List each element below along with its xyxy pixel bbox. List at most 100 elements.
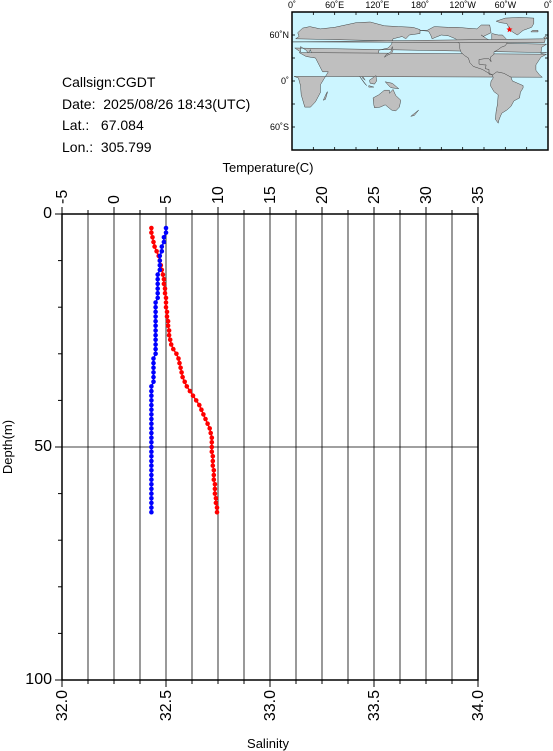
map-longitude-label: 180˚ [411,0,429,10]
salinity-point [149,384,154,389]
temperature-point [177,360,182,366]
station-marker-icon [506,26,513,33]
land-mass-12 [530,30,539,33]
salinity-point [157,267,163,273]
salinity-point [155,276,160,282]
salinity-point [151,374,156,380]
salinity-point [149,486,154,492]
temperature-point [212,491,218,496]
temperature-point [161,276,167,282]
salinity-point [153,314,158,319]
map-longitude-label: 60˚E [325,0,344,10]
temperature-point [165,323,171,329]
temperature-point [162,290,168,296]
temperature-tick-label: 0 [106,195,123,204]
temperature-point [211,472,217,478]
land-mass-11 [292,36,548,43]
salinity-point [149,468,154,473]
salinity-point [149,444,154,450]
temperature-tick-label: 35 [470,186,487,204]
temperature-point [167,337,173,343]
salinity-point [149,482,154,487]
temperature-point [199,407,204,413]
salinity-point [153,337,158,343]
land-mass-13 [322,90,329,101]
lon-value: 305.799 [100,138,152,155]
salinity-point [149,454,154,459]
salinity-point [149,402,154,408]
salinity-point [159,249,165,254]
map-longitude-label: 60˚W [495,0,517,10]
salinity-point [149,393,154,399]
salinity-point [157,258,163,263]
temperature-point [150,235,155,240]
temperature-point [163,300,169,305]
map-latitude-label: 60˚S [270,122,289,132]
temperature-point [193,398,199,403]
temperature-point [154,249,159,254]
depth-tick-label: 100 [25,671,52,688]
temperature-point [168,342,174,347]
salinity-point [149,449,154,455]
temperature-point [151,239,156,245]
salinity-point [155,281,160,287]
land-mass-6 [359,76,367,86]
salinity-tick-label: 33.0 [262,690,279,721]
date-value: 2025/08/26 18:43(UTC) [103,95,251,112]
salinity-point [159,244,165,249]
salinity-point [151,356,156,361]
lat-label: Lat.: [62,117,90,133]
land-mass-2 [419,24,509,76]
temperature-point [163,304,169,310]
salinity-point [149,435,154,441]
temperature-point [208,430,213,436]
temperature-point [213,496,219,501]
temperature-axis: -5 0 5 10 15 20 25 30 35 [54,186,487,214]
salinity-point [157,263,163,268]
temperature-point [210,458,216,464]
salinity-tick-label: 33.5 [366,690,383,721]
temperature-point [203,416,208,422]
temperature-tick-label: 5 [158,195,175,204]
salinity-point [149,426,154,431]
salinity-point [149,505,154,510]
lat-row: Lat.: 67.084 [62,115,250,137]
temperature-point [174,351,179,357]
temperature-point [166,328,172,333]
salinity-point [149,440,154,445]
temperature-axis-title: Temperature(C) [222,160,313,175]
temperature-point [209,444,215,450]
temperature-series [149,225,220,515]
salinity-point [151,379,156,385]
salinity-point [153,342,158,347]
salinity-point [153,304,158,310]
salinity-point [149,509,154,515]
temperature-point [149,230,154,235]
temperature-tick-label: 25 [366,186,383,204]
salinity-point [157,253,163,259]
salinity-point [151,365,156,371]
temperature-tick-label: -5 [54,190,71,204]
salinity-axis: 32.0 32.5 33.0 33.5 34.0 [54,680,487,721]
salinity-point [149,430,154,436]
salinity-point [161,239,167,245]
temperature-point [164,309,170,315]
map-longitude-label: 0˚ [544,0,552,10]
temperature-point [160,272,166,277]
temperature-point [178,365,183,371]
salinity-point [155,272,160,277]
land-mass-4 [495,17,535,36]
salinity-point [163,230,169,235]
salinity-point [149,412,154,417]
station-marker [506,26,513,33]
temperature-point [164,314,170,319]
depth-tick-label: 50 [34,438,52,455]
salinity-point [149,388,154,394]
salinity-point [153,328,158,333]
map-longitude-labels: 0˚ 60˚E 120˚E 180˚ 120˚W 60˚W 0˚ [288,0,552,10]
temperature-point [187,388,193,394]
land-mass-10 [384,46,394,58]
temperature-point [212,482,218,487]
